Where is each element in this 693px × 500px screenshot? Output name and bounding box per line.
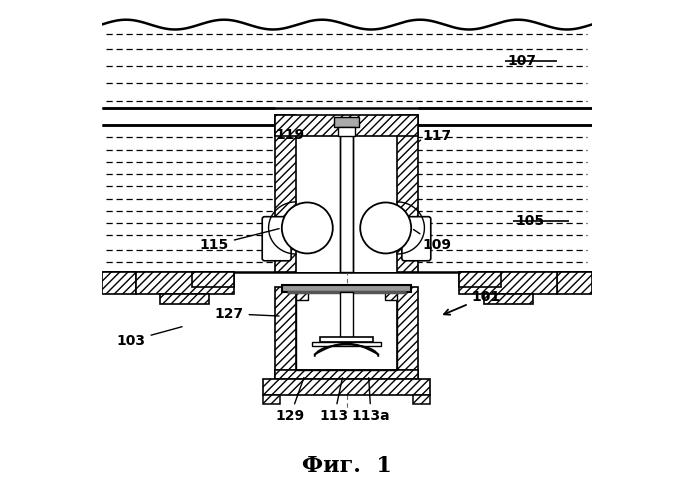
Bar xyxy=(263,379,430,394)
Bar xyxy=(334,116,359,126)
Bar xyxy=(136,272,234,294)
Bar xyxy=(296,136,397,272)
Bar xyxy=(340,126,353,272)
Bar xyxy=(412,394,430,404)
Bar xyxy=(275,116,296,272)
Bar xyxy=(484,294,533,304)
Bar xyxy=(263,394,281,404)
Bar xyxy=(160,294,209,304)
Bar xyxy=(459,272,557,294)
Circle shape xyxy=(282,202,333,254)
Bar xyxy=(319,337,374,342)
Text: 117: 117 xyxy=(423,130,452,143)
Text: 103: 103 xyxy=(116,326,182,347)
Text: 129: 129 xyxy=(276,378,305,423)
Bar xyxy=(397,287,418,387)
Bar xyxy=(412,394,430,404)
Bar xyxy=(385,287,397,300)
Bar xyxy=(275,115,418,136)
Bar xyxy=(263,379,430,394)
Bar xyxy=(397,116,418,272)
Bar xyxy=(557,272,592,294)
Bar xyxy=(275,370,418,387)
Bar xyxy=(160,294,209,304)
Bar xyxy=(275,116,296,272)
Bar xyxy=(296,287,308,300)
Bar xyxy=(275,370,418,387)
Text: Фиг.  1: Фиг. 1 xyxy=(301,454,392,476)
Bar xyxy=(275,287,296,387)
Bar xyxy=(275,115,418,136)
Bar xyxy=(192,272,234,286)
Bar xyxy=(313,342,380,346)
Bar xyxy=(338,126,355,136)
Text: 127: 127 xyxy=(214,306,279,320)
Bar xyxy=(263,394,281,404)
Text: 101: 101 xyxy=(444,290,500,314)
Bar xyxy=(484,294,533,304)
Bar xyxy=(101,272,136,294)
FancyBboxPatch shape xyxy=(262,216,291,261)
Bar xyxy=(275,287,296,387)
Bar xyxy=(282,286,411,292)
Bar xyxy=(101,272,136,294)
Bar xyxy=(557,272,592,294)
Bar xyxy=(340,292,353,338)
Bar xyxy=(275,370,418,379)
Bar xyxy=(296,287,308,300)
Text: 119: 119 xyxy=(276,128,305,142)
Bar xyxy=(397,116,418,272)
Bar xyxy=(275,370,418,379)
Bar xyxy=(459,272,557,294)
Text: 109: 109 xyxy=(414,230,451,252)
Circle shape xyxy=(360,202,411,254)
FancyBboxPatch shape xyxy=(402,216,431,261)
Bar xyxy=(397,287,418,387)
Bar xyxy=(459,272,501,286)
Bar xyxy=(136,272,234,294)
Bar xyxy=(459,272,501,286)
Text: 107: 107 xyxy=(507,54,536,68)
Bar xyxy=(296,299,397,370)
Text: 115: 115 xyxy=(200,228,279,252)
Text: 113a: 113a xyxy=(351,378,390,423)
Bar xyxy=(385,287,397,300)
Bar xyxy=(192,272,234,286)
Text: 113: 113 xyxy=(319,378,349,423)
Text: 105: 105 xyxy=(516,214,545,228)
